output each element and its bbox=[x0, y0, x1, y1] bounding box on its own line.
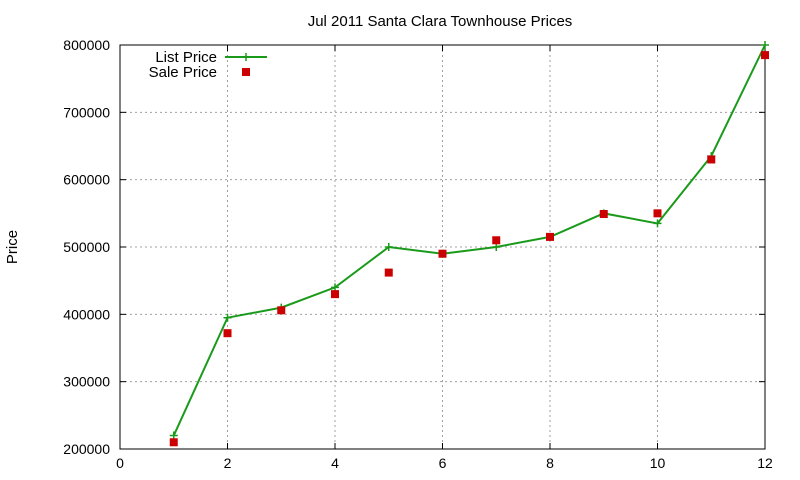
list-price-point bbox=[331, 283, 339, 292]
sale-price-point bbox=[707, 155, 716, 164]
list-price-point bbox=[492, 243, 501, 251]
y-tick-label: 800000 bbox=[63, 37, 110, 53]
sale-price-point bbox=[761, 51, 769, 60]
list-price-point bbox=[242, 53, 250, 61]
y-tick-label: 400000 bbox=[63, 306, 110, 322]
data-series bbox=[169, 41, 769, 447]
legend-label-sale-price: Sale Price bbox=[149, 64, 217, 81]
sale-price-point bbox=[277, 306, 286, 315]
y-tick-label: 700000 bbox=[63, 104, 110, 120]
legend-swatch-sale-price bbox=[242, 68, 250, 76]
x-tick-label: 4 bbox=[331, 455, 339, 471]
list-price-point bbox=[384, 243, 393, 251]
list-price-point bbox=[653, 219, 662, 228]
sale-price-point bbox=[169, 438, 178, 447]
x-tick-label: 10 bbox=[650, 455, 666, 471]
list-price-point bbox=[223, 313, 232, 322]
x-tick-label: 12 bbox=[757, 455, 773, 471]
grid-lines bbox=[120, 45, 765, 449]
sale-price-point bbox=[492, 236, 501, 245]
legend-label-list-price: List Price bbox=[155, 49, 217, 66]
chart-title: Jul 2011 Santa Clara Townhouse Prices bbox=[308, 13, 573, 30]
list-price-line bbox=[172, 44, 766, 436]
sale-price-point bbox=[546, 232, 554, 241]
list-price-point bbox=[169, 431, 178, 440]
sale-price-point bbox=[223, 329, 232, 338]
y-axis-label: Price bbox=[4, 230, 21, 264]
sale-price-point bbox=[384, 268, 393, 277]
sale-price-point bbox=[599, 210, 608, 219]
y-tick-label: 600000 bbox=[63, 172, 110, 188]
sale-price-point bbox=[653, 209, 662, 218]
x-tick-label: 6 bbox=[439, 455, 447, 471]
x-tick-label: 0 bbox=[116, 455, 124, 471]
y-tick-label: 300000 bbox=[63, 374, 110, 390]
y-tick-label: 500000 bbox=[63, 239, 110, 255]
y-tick-label: 200000 bbox=[63, 441, 110, 457]
axis-ticks: 200000 300000 400000 500000 600000 700000 8000… bbox=[63, 37, 773, 471]
list-price-point bbox=[761, 41, 769, 49]
sale-price-point bbox=[331, 290, 339, 299]
x-tick-label: 2 bbox=[224, 455, 232, 471]
x-tick-label: 8 bbox=[546, 455, 554, 471]
sale-price-point bbox=[438, 249, 447, 258]
